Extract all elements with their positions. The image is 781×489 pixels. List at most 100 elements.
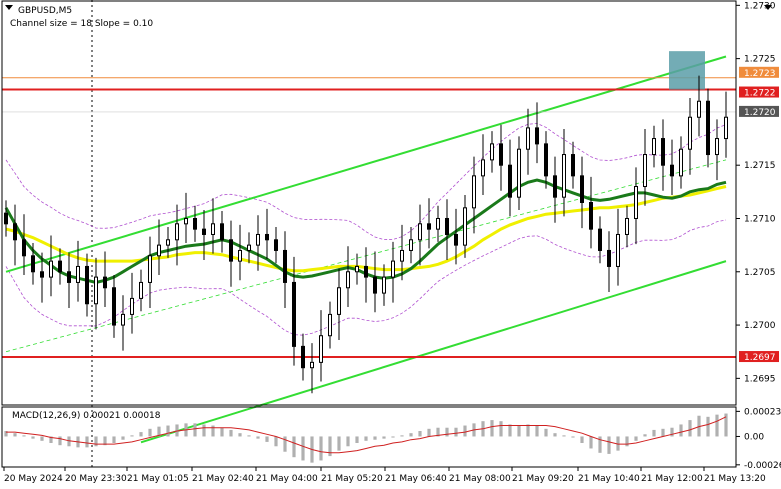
macd-histogram-bar: [598, 436, 602, 453]
candle: [697, 75, 701, 137]
macd-histogram-bar: [535, 425, 539, 437]
candle: [445, 199, 449, 261]
candle: [643, 128, 647, 206]
highlight-box: [669, 51, 705, 90]
candle-body: [553, 175, 557, 198]
candle: [535, 102, 539, 164]
time-tick-label: 20 May 2024: [4, 474, 63, 484]
candle-body: [526, 127, 530, 150]
candle: [436, 205, 440, 242]
envelope-bands: [5, 122, 727, 336]
candle: [706, 88, 710, 168]
time-tick-label: 21 May 13:20: [704, 474, 766, 484]
macd-histogram-bar: [589, 436, 593, 449]
candle-body: [67, 271, 71, 283]
macd-histogram-bar: [292, 436, 296, 458]
candle-body: [436, 217, 440, 230]
macd-histogram-bar: [148, 428, 152, 437]
candle-body: [355, 265, 359, 273]
candle-body: [121, 313, 125, 326]
macd-histogram-bar: [463, 425, 467, 437]
candle: [679, 136, 683, 189]
candle-body: [715, 138, 719, 156]
candle: [382, 264, 386, 306]
macd-histogram-bar: [616, 436, 620, 451]
price-badge-label: 1.2720: [744, 108, 776, 118]
time-axis: 20 May 2024 20 May 23:30 21 May 01:05 21 Ma…: [3, 467, 766, 484]
candle-body: [211, 223, 215, 235]
macd-histogram-bar: [193, 423, 197, 437]
candle: [157, 219, 161, 275]
candle-body: [499, 143, 503, 166]
macd-histogram-bar: [715, 414, 719, 437]
candle: [31, 243, 35, 285]
scroll-down-icon[interactable]: [764, 5, 772, 10]
candle-body: [265, 233, 269, 241]
price-panel-border: [1, 0, 737, 406]
candle-body: [292, 281, 296, 347]
macd-histogram-bar: [157, 426, 161, 437]
upper-envelope-line: [5, 122, 727, 241]
macd-histogram-bar: [211, 425, 215, 437]
macd-histogram-bar: [445, 427, 449, 437]
macd-histogram-bar: [40, 436, 44, 441]
price-tick-label: 1.2700: [744, 321, 776, 331]
candle: [634, 167, 638, 245]
candle: [58, 248, 62, 285]
trend-line-lower: [140, 260, 727, 444]
macd-histogram-bar: [247, 435, 251, 437]
candle: [355, 253, 359, 285]
candle-body: [445, 217, 449, 235]
candle-body: [283, 249, 287, 283]
symbol-label: GBPUSD,M5: [18, 6, 72, 16]
macd-histogram-bar: [562, 435, 566, 437]
candle: [652, 125, 656, 168]
candle: [256, 215, 260, 271]
time-tick-label: 21 May 09:20: [512, 474, 574, 484]
macd-histogram-bar: [328, 436, 332, 457]
candle: [247, 232, 251, 264]
candle-body: [607, 249, 611, 267]
candle: [193, 205, 197, 242]
candle: [175, 204, 179, 266]
macd-histogram-bar: [238, 433, 242, 437]
price-badge-label: 1.2722: [744, 89, 776, 99]
candle: [283, 231, 287, 309]
candle: [238, 224, 242, 281]
macd-histogram-bar: [130, 435, 134, 437]
macd-tick-label: -0.00026: [744, 461, 781, 471]
macd-histogram-bar: [490, 420, 494, 437]
price-tick-label: 1.2710: [744, 214, 776, 224]
candle: [202, 209, 206, 261]
candle-body: [22, 239, 26, 257]
macd-histogram-bar: [220, 427, 224, 437]
candle-body: [301, 345, 305, 369]
candle: [49, 235, 53, 297]
candle: [274, 227, 278, 264]
macd-histogram-bar: [283, 436, 287, 452]
macd-histogram-bar: [688, 420, 692, 437]
time-tick-label: 21 May 08:00: [449, 474, 511, 484]
candle: [409, 227, 413, 264]
candle-body: [589, 202, 593, 230]
macd-histogram-bar: [724, 413, 728, 437]
macd-histogram-bar: [58, 436, 62, 446]
candle-body: [103, 276, 107, 289]
candle: [562, 128, 566, 217]
candle-body: [175, 223, 179, 241]
candle: [184, 192, 188, 243]
macd-histogram-bar: [85, 436, 89, 448]
collapse-icon[interactable]: [5, 5, 13, 10]
candle-body: [220, 223, 224, 241]
candle-body: [49, 260, 53, 278]
candle-body: [148, 255, 152, 283]
candle-body: [598, 228, 602, 251]
time-tick-label: 21 May 04:00: [256, 474, 318, 484]
candle-body: [238, 249, 242, 262]
macd-histogram-bar: [274, 436, 278, 447]
candle-body: [652, 138, 656, 156]
macd-histogram-bar: [625, 436, 629, 447]
macd-histogram-bar: [661, 428, 665, 437]
macd-histogram-bar: [373, 436, 377, 440]
